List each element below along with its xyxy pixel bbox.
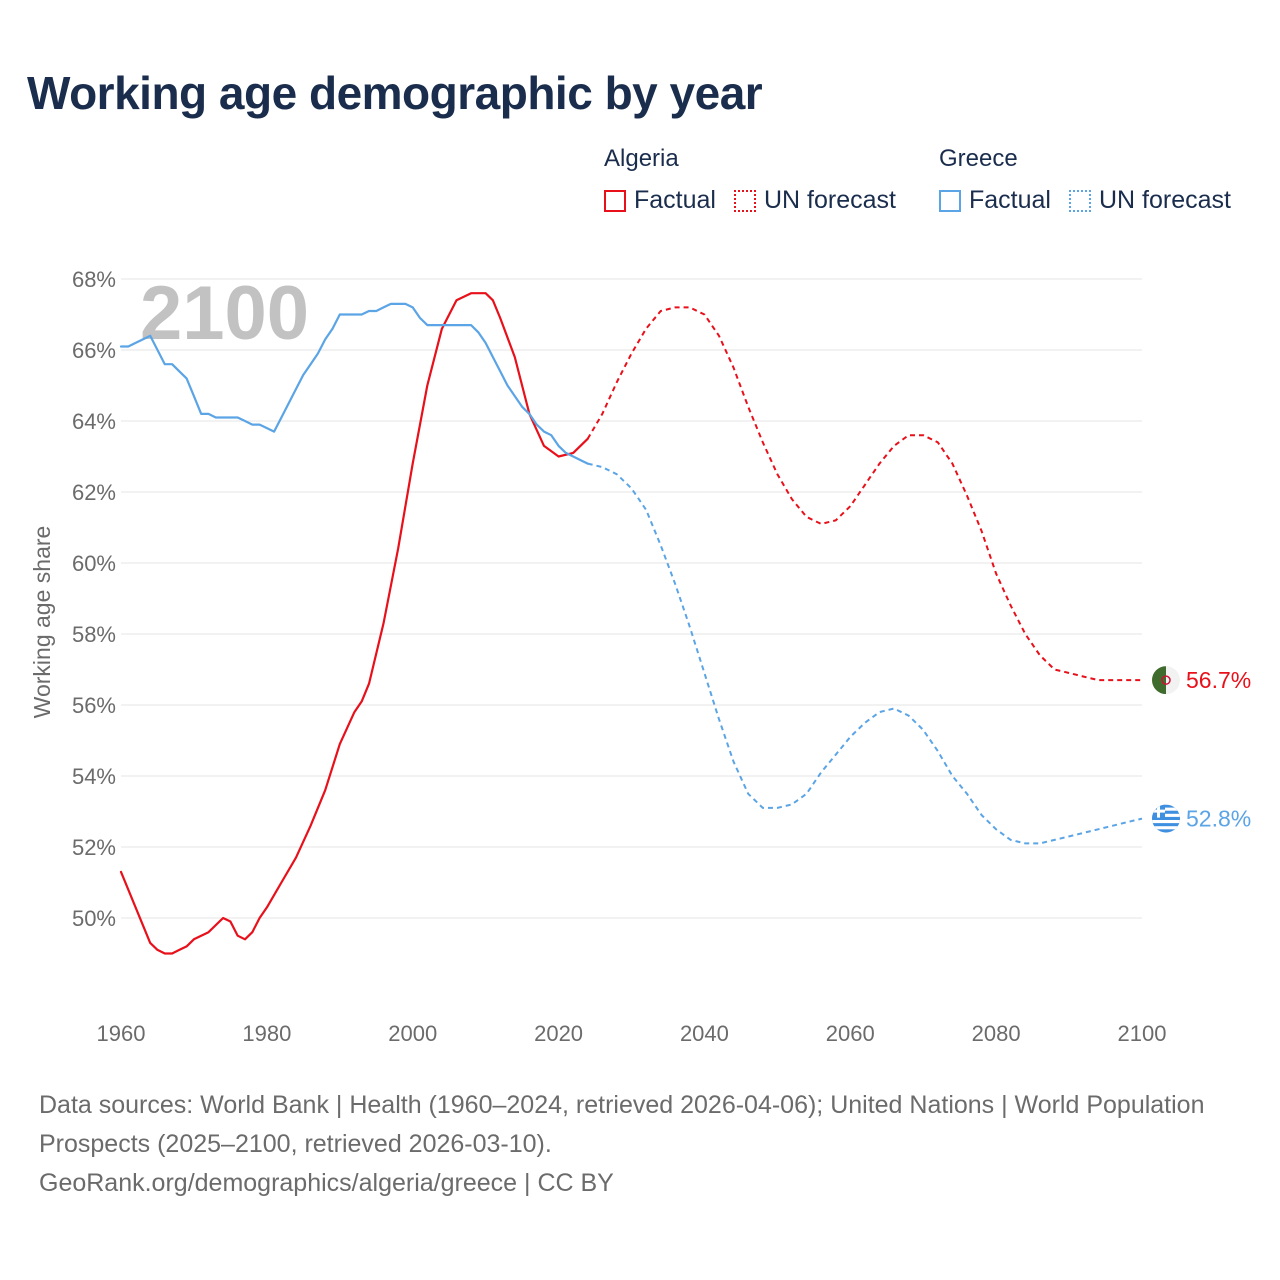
- x-tick-label: 2080: [972, 1021, 1021, 1046]
- greece-factual-swatch: [939, 189, 961, 212]
- x-tick-label: 2060: [826, 1021, 875, 1046]
- legend-label: UN forecast: [1098, 186, 1231, 214]
- algeria-end-value-label: 56.7%: [1186, 667, 1251, 693]
- y-tick-label: 54%: [72, 764, 116, 789]
- x-tick-label: 1980: [242, 1021, 291, 1046]
- legend-item-greece-forecast[interactable]: UN forecast: [1068, 186, 1231, 215]
- x-tick-label: 2100: [1118, 1021, 1167, 1046]
- legend-algeria: Algeria Factual UN forecast: [604, 144, 896, 215]
- algeria-forecast-line: [586, 306, 1142, 682]
- legend-country-algeria: Algeria: [604, 145, 679, 172]
- legend-label: Factual: [634, 186, 716, 214]
- y-tick-label: 60%: [72, 551, 116, 576]
- algeria-factual-swatch: [604, 189, 626, 212]
- greece-forecast-line: [587, 462, 1143, 845]
- x-tick-label: 2040: [680, 1021, 729, 1046]
- x-tick-label: 1960: [97, 1021, 146, 1046]
- footer-credit: GeoRank.org/demographics/algeria/greece …: [39, 1169, 614, 1197]
- x-tick-label: 2000: [388, 1021, 437, 1046]
- algeria-flag-icon: [1152, 666, 1180, 695]
- greece-flag-icon: [1152, 804, 1180, 833]
- legend-greece: Greece Factual UN forecast: [939, 144, 1231, 215]
- legend-label: UN forecast: [763, 186, 896, 214]
- legend-item-algeria-forecast[interactable]: UN forecast: [733, 186, 896, 215]
- greece-factual-line: [119, 302, 589, 465]
- footer: Data sources: World Bank | Health (1960–…: [39, 1086, 1239, 1203]
- legend-label: Factual: [969, 186, 1051, 214]
- legend-item-greece-factual[interactable]: Factual: [939, 186, 1051, 215]
- legend-item-algeria-factual[interactable]: Factual: [604, 186, 716, 215]
- legend-country-greece: Greece: [939, 145, 1018, 172]
- y-tick-label: 62%: [72, 480, 116, 505]
- y-tick-label: 58%: [72, 622, 116, 647]
- algeria-factual-line: [119, 292, 589, 955]
- footer-sources: Data sources: World Bank | Health (1960–…: [39, 1091, 1205, 1158]
- algeria-forecast-swatch: [733, 189, 756, 212]
- y-tick-label: 56%: [72, 693, 116, 718]
- y-tick-label: 52%: [72, 835, 116, 860]
- greece-forecast-swatch: [1068, 189, 1091, 212]
- y-tick-label: 50%: [72, 906, 116, 931]
- x-tick-label: 2020: [534, 1021, 583, 1046]
- chart-title: Working age demographic by year: [27, 67, 763, 119]
- y-tick-label: 64%: [72, 409, 116, 434]
- greece-end-value-label: 52.8%: [1186, 806, 1251, 832]
- y-axis-label: Working age share: [29, 526, 55, 719]
- y-tick-label: 66%: [72, 338, 116, 363]
- y-tick-label: 68%: [72, 267, 116, 292]
- year-watermark: 2100: [140, 271, 310, 356]
